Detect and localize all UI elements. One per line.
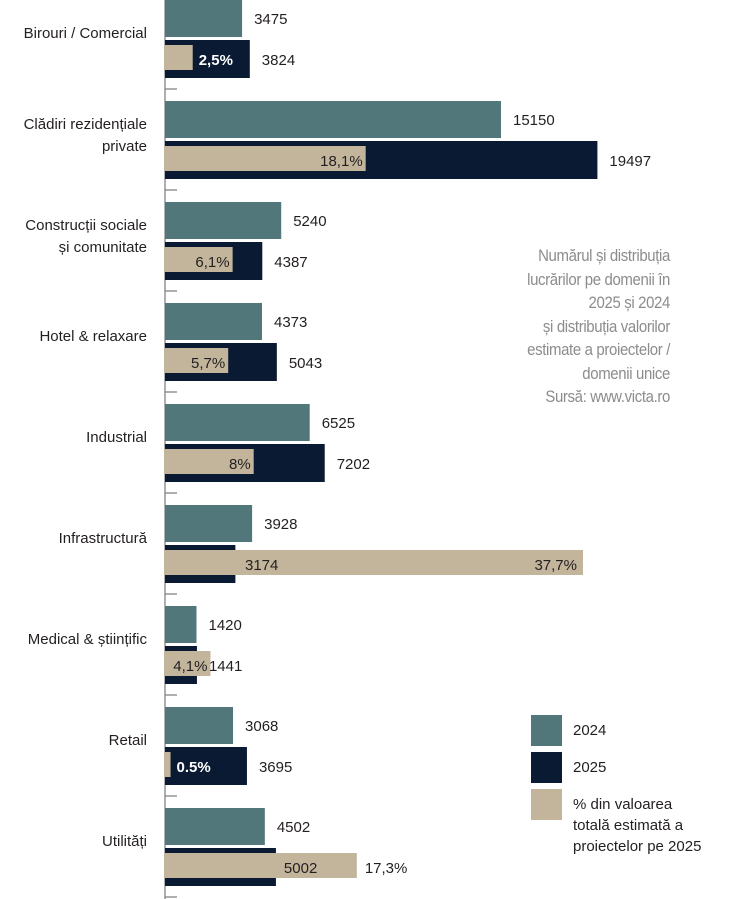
bar-2024 bbox=[165, 707, 234, 744]
legend-swatch-2025 bbox=[531, 752, 562, 783]
legend-swatch-percent bbox=[531, 789, 562, 820]
category-label: Medical & științific bbox=[28, 631, 148, 648]
bar-percent bbox=[164, 449, 254, 474]
category-label: Birouri / Comercial bbox=[24, 25, 147, 42]
bar-percent bbox=[164, 348, 229, 373]
value-label-2025: 1441 bbox=[209, 658, 242, 675]
value-label-2025: 19497 bbox=[609, 153, 651, 170]
value-label-2025: 7202 bbox=[337, 456, 370, 473]
title-line: lucrărilor pe domenii în bbox=[527, 269, 670, 289]
bar-2024 bbox=[165, 404, 310, 441]
category-label: Hotel & relaxare bbox=[39, 328, 147, 345]
source-line: Sursă: www.victa.ro bbox=[545, 387, 670, 406]
category-label: Retail bbox=[109, 732, 147, 749]
bar-percent bbox=[164, 853, 357, 878]
bar-percent bbox=[164, 651, 211, 676]
title-line: domenii unice bbox=[582, 363, 670, 383]
value-label-2025: 3174 bbox=[245, 557, 278, 574]
legend-item-2024: 2024 bbox=[531, 715, 731, 746]
bar-2024 bbox=[165, 0, 243, 37]
percent-label: 37,7% bbox=[534, 557, 577, 574]
bar-2024 bbox=[165, 808, 265, 845]
value-label-2025: 3695 bbox=[259, 759, 292, 776]
legend-item-2025: 2025 bbox=[531, 752, 731, 783]
bar-2024 bbox=[165, 303, 262, 340]
value-label-2024: 4373 bbox=[274, 314, 307, 331]
chart-title: Numărul și distribuția lucrărilor pe dom… bbox=[468, 244, 670, 409]
title-line: și distribuția valorilor bbox=[542, 316, 670, 336]
bar-percent bbox=[164, 146, 366, 171]
bar-2024 bbox=[165, 505, 253, 542]
legend-item-percent: % din valoarea totală estimată a proiect… bbox=[531, 789, 731, 885]
value-label-2024: 3475 bbox=[254, 11, 287, 28]
value-label-2024: 1420 bbox=[208, 617, 241, 634]
bar-percent bbox=[164, 247, 233, 272]
percent-label: 0.5% bbox=[177, 759, 211, 776]
percent-label: 6,1% bbox=[195, 254, 229, 271]
legend-swatch-2024 bbox=[531, 715, 562, 746]
value-label-2025: 3824 bbox=[262, 52, 295, 69]
value-label-2025: 4387 bbox=[274, 254, 307, 271]
value-label-2025: 5002 bbox=[284, 860, 317, 877]
title-line: 2025 și 2024 bbox=[588, 293, 671, 312]
bar-2024 bbox=[165, 606, 197, 643]
bar-percent bbox=[164, 752, 171, 777]
percent-label: 17,3% bbox=[365, 860, 408, 877]
percent-label: 8% bbox=[229, 456, 251, 473]
category-label: Industrial bbox=[86, 429, 147, 446]
bar-percent bbox=[164, 550, 583, 575]
category-label: Utilități bbox=[102, 833, 147, 850]
title-line: estimate a proiectelor / bbox=[527, 340, 670, 359]
title-line: Numărul și distribuția bbox=[538, 246, 670, 265]
percent-label: 18,1% bbox=[320, 153, 363, 170]
value-label-2024: 15150 bbox=[513, 112, 555, 129]
category-label: private bbox=[102, 138, 147, 155]
category-label: și comunitate bbox=[59, 239, 147, 256]
value-label-2024: 3068 bbox=[245, 718, 278, 735]
category-label: Construcții sociale bbox=[25, 217, 147, 234]
value-label-2025: 5043 bbox=[289, 355, 322, 372]
percent-label: 2,5% bbox=[199, 52, 233, 69]
value-label-2024: 6525 bbox=[322, 415, 355, 432]
legend-label-2025: 2025 bbox=[573, 759, 607, 776]
value-label-2024: 3928 bbox=[264, 516, 297, 533]
bar-percent bbox=[164, 45, 193, 70]
category-label: Infrastructură bbox=[59, 530, 148, 547]
legend-label-percent: % din valoarea totală estimată a proiect… bbox=[573, 796, 702, 855]
bar-2025 bbox=[165, 747, 247, 785]
percent-label: 4,1% bbox=[173, 658, 207, 675]
category-label: Clădiri rezidențiale bbox=[24, 116, 147, 133]
value-label-2024: 4502 bbox=[277, 819, 310, 836]
legend: 2024 2025 % din valoarea totală estimată… bbox=[531, 715, 731, 892]
percent-label: 5,7% bbox=[191, 355, 225, 372]
bar-2024 bbox=[165, 101, 501, 138]
bar-2024 bbox=[165, 202, 282, 239]
value-label-2024: 5240 bbox=[293, 213, 326, 230]
legend-label-2024: 2024 bbox=[573, 722, 607, 739]
